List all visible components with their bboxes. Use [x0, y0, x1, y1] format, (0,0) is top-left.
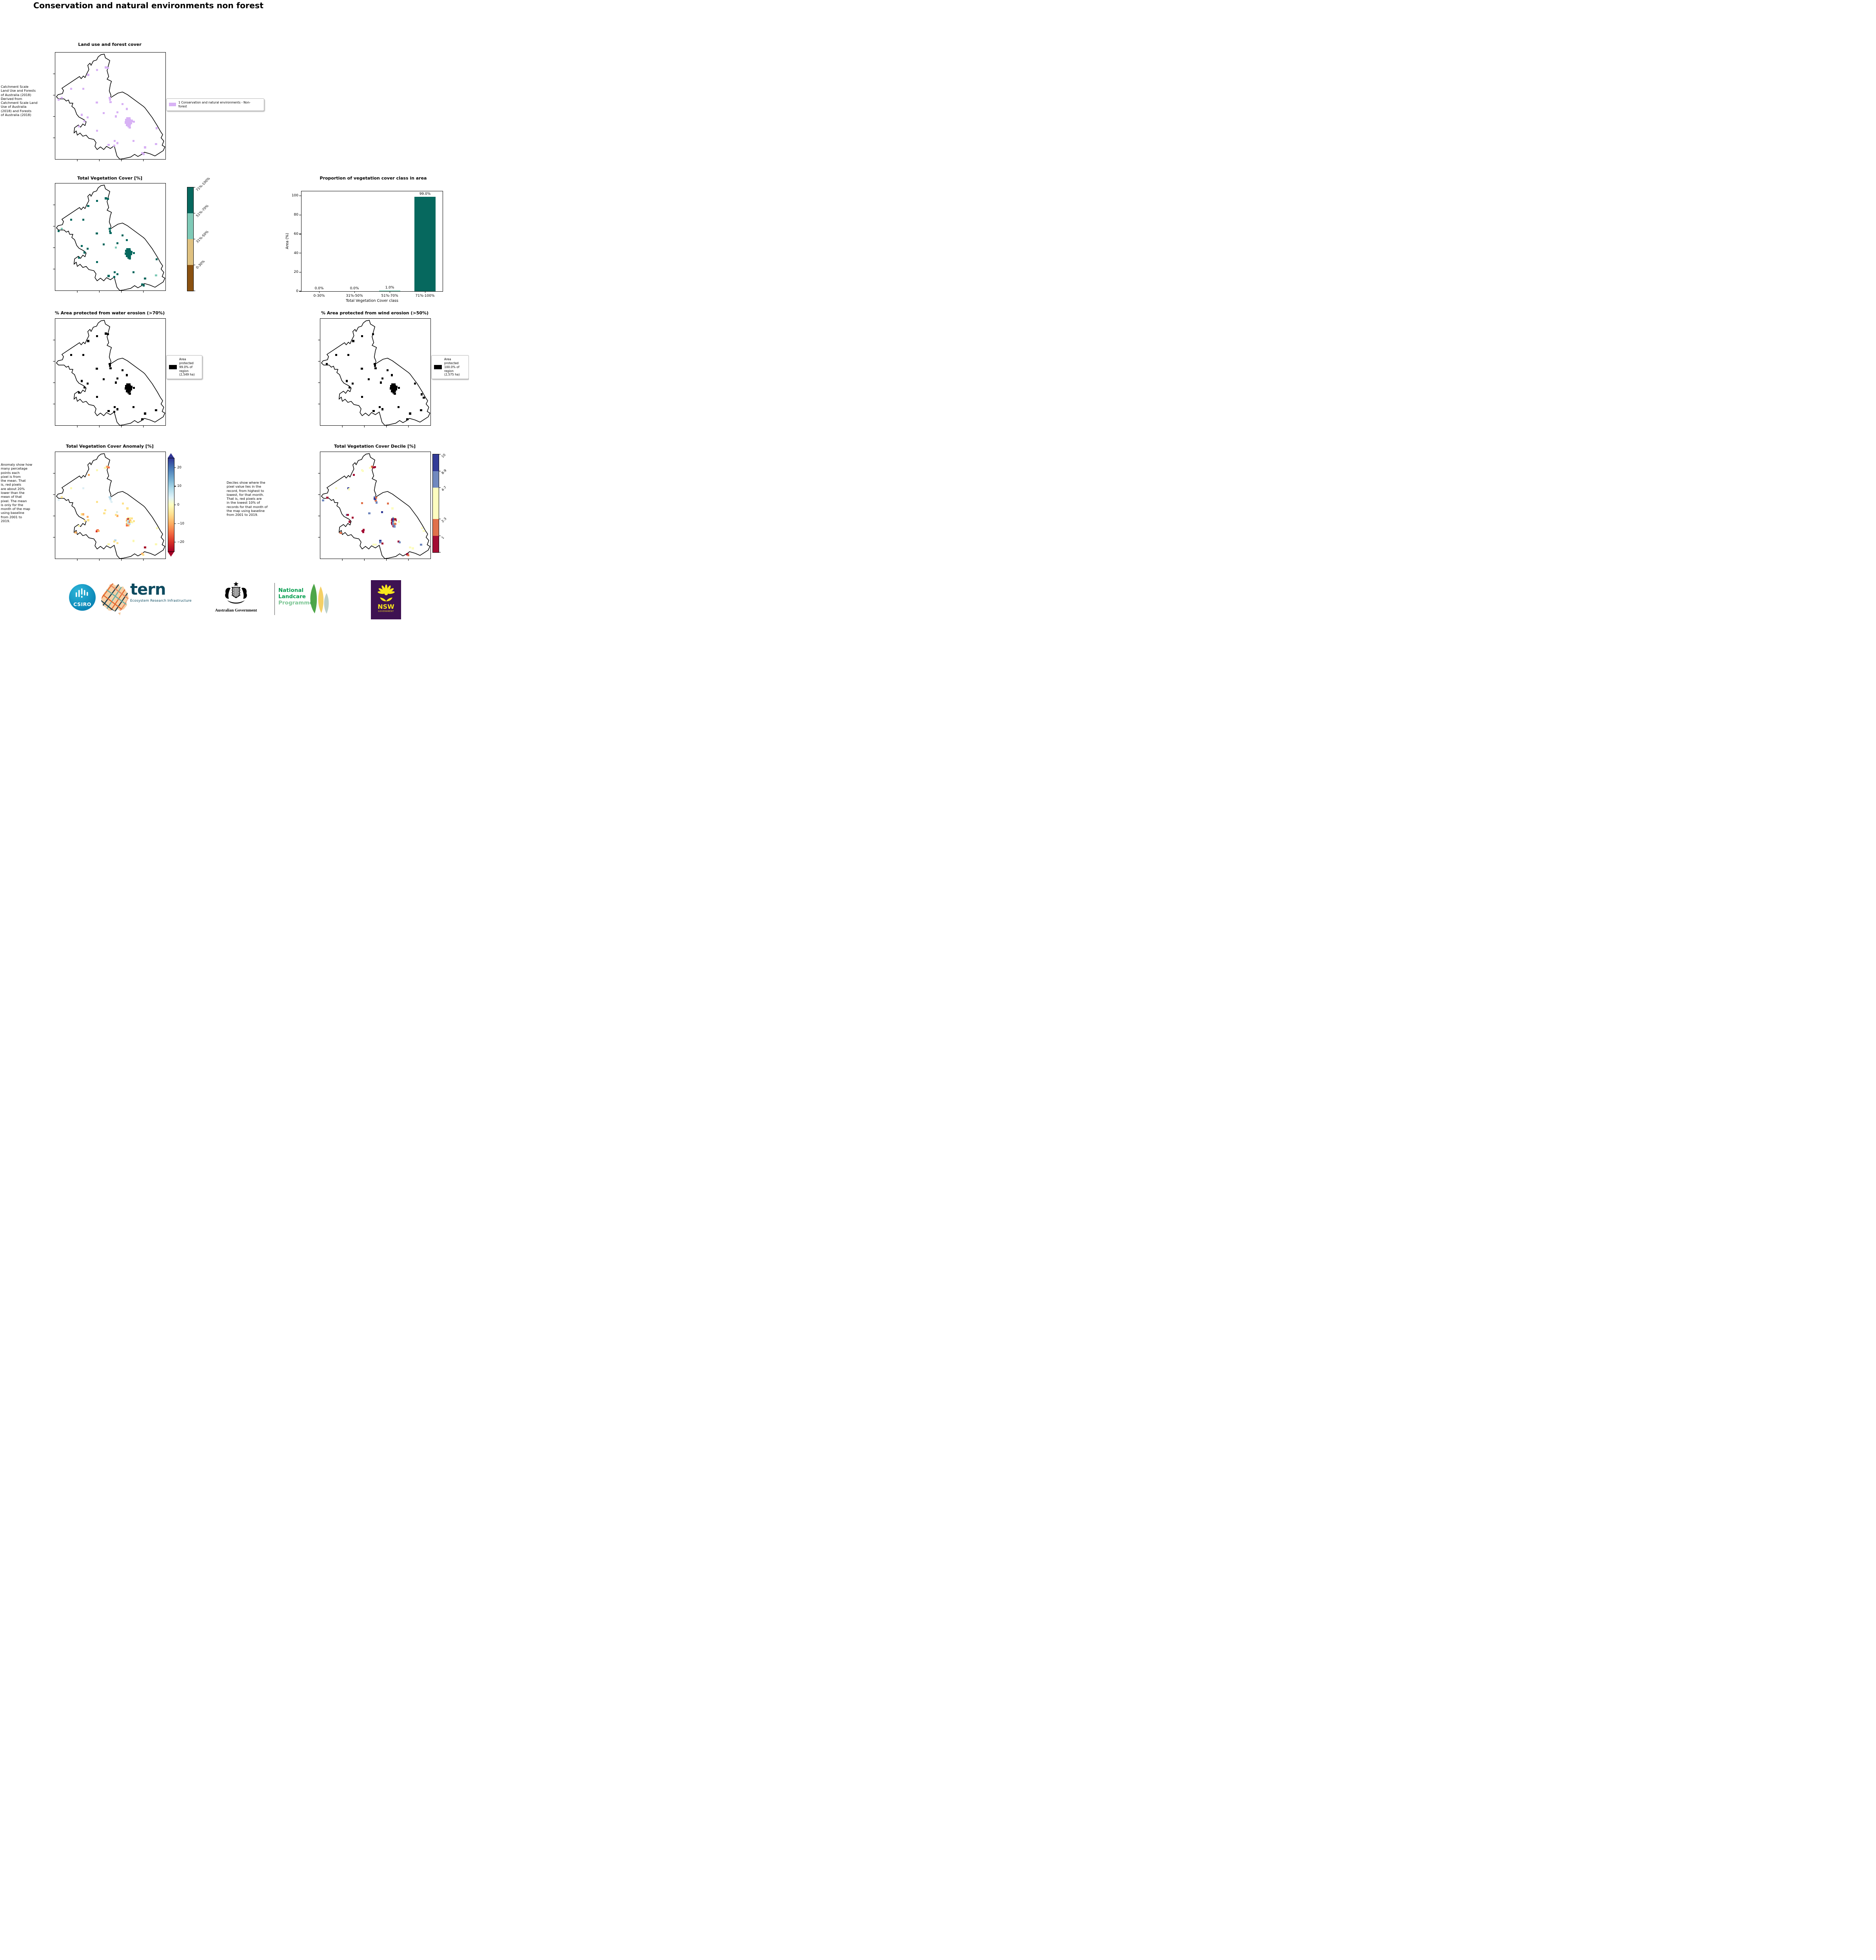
chart-y-axis-label: Area (%) — [285, 233, 290, 249]
nsw-government-logo: NSW GOVERNMENT — [371, 580, 401, 619]
vegcover-map — [55, 183, 166, 291]
tern-wordmark: tern — [130, 581, 166, 599]
decile-note: Deciles show where the pixel value lies … — [227, 481, 268, 517]
csiro-hand-icon — [76, 588, 88, 598]
colorbar-arrow-up-icon — [168, 453, 174, 458]
nsw-waratah-icon — [378, 584, 395, 601]
australia-art-icon — [101, 583, 129, 615]
csiro-logo: CSIRO — [69, 584, 96, 611]
anomaly-panel-title: Total Vegetation Cover Anomaly [%] — [66, 444, 154, 449]
catchment-outline — [55, 183, 165, 290]
csiro-wordmark: CSIRO — [73, 601, 91, 607]
australian-government-wordmark: Australian Government — [215, 608, 257, 613]
wind-legend: Area protected 100.0% of region (2,575 h… — [431, 355, 469, 379]
water-erosion-map — [55, 318, 166, 426]
landuse-legend-label: 1 Conservation and natural environments … — [178, 101, 251, 108]
vegcover-panel-title: Total Vegetation Cover [%] — [77, 176, 143, 181]
landcare-line2: Landcare — [278, 593, 306, 600]
landcare-leaves-icon — [310, 584, 329, 614]
decile-map — [320, 452, 431, 559]
water-legend-swatch — [169, 365, 177, 370]
wind-erosion-map — [320, 318, 431, 426]
tern-subtitle: Ecosystem Research Infrastructure — [130, 599, 192, 603]
proportion-bar-chart: 0 20 40 60 80 100 0.0% 0-30% 0.0% 31%-50% 1.0% 51%-… — [292, 191, 443, 298]
catchment-outline — [55, 452, 165, 559]
decile-colorbar: 10 8-9 4-7 2-3 1 — [432, 453, 447, 553]
landuse-legend: 1 Conservation and natural environments … — [166, 98, 264, 111]
landcare-line1: National — [278, 587, 304, 593]
wind-panel-title: % Area protected from wind erosion (>50%… — [321, 310, 429, 316]
landuse-legend-swatch — [169, 103, 176, 107]
tern-logo: tern Ecosystem Research Infrastructure — [130, 581, 192, 603]
nsw-wordmark: NSW — [378, 603, 394, 610]
anomaly-note: Anomaly show how many percetage points e… — [1, 463, 33, 523]
wind-legend-swatch — [434, 365, 442, 370]
anomaly-map — [55, 452, 166, 559]
page-title: Conservation and natural environments no… — [33, 1, 264, 10]
water-legend-label: Area protected 99.0% of region (2,549 ha… — [179, 358, 195, 377]
australian-government-crest-icon — [225, 581, 247, 604]
chart-x-axis-label: Total Vegetation Cover class — [346, 299, 398, 303]
landcare-logo: National Landcare Programme — [278, 587, 313, 606]
colorbar-arrow-down-icon — [168, 552, 174, 557]
catchment-outline — [55, 319, 165, 425]
anomaly-colorbar: 20 10 0 −10 −20 — [168, 453, 184, 557]
decile-panel-title: Total Vegetation Cover Decile [%] — [334, 444, 416, 449]
landuse-source-note: Catchment Scale Land Use and Forests of … — [1, 85, 38, 117]
water-panel-title: % Area protected from water erosion (>70… — [54, 310, 165, 316]
catchment-outline — [55, 53, 165, 159]
water-legend: Area protected 99.0% of region (2,549 ha… — [166, 355, 202, 379]
catchment-outline — [320, 319, 430, 425]
footer-divider — [274, 583, 275, 615]
vegcover-colorbar: 71%-100% 51%-70% 31%-50% 0-30% — [187, 177, 211, 291]
landuse-map — [55, 52, 166, 160]
landcare-line3: Programme — [278, 599, 313, 606]
wind-legend-label: Area protected 100.0% of region (2,575 h… — [444, 358, 460, 377]
landuse-panel-title: Land use and forest cover — [78, 42, 142, 47]
report-page: Conservation and natural environments no… — [0, 0, 469, 619]
proportion-chart-title: Proportion of vegetation cover class in … — [320, 176, 427, 181]
nsw-sub-wordmark: GOVERNMENT — [378, 611, 394, 613]
